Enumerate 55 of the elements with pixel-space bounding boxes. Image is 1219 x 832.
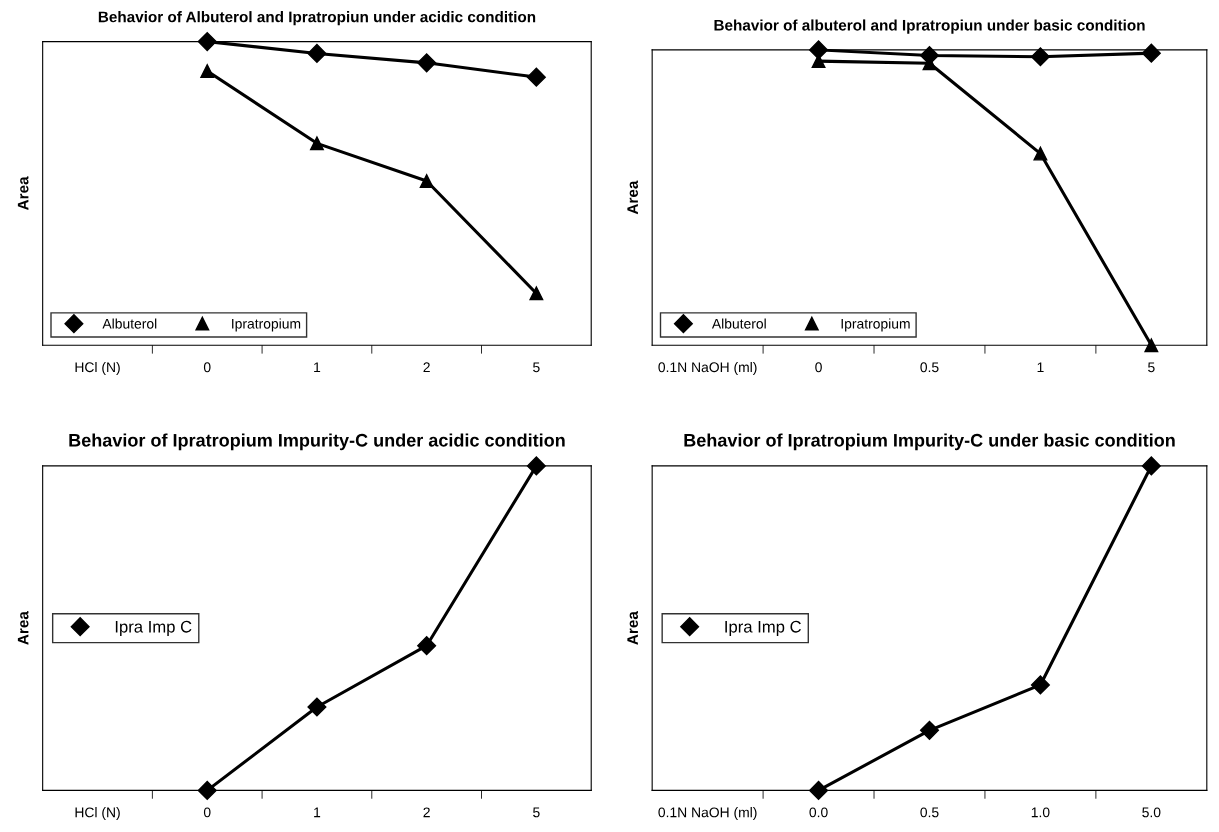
point [197, 32, 217, 52]
x-tick-label: 0 [203, 807, 211, 818]
x-tick-label: 1 [1037, 362, 1044, 373]
x-tick-label: 5 [533, 807, 540, 818]
x-tick-label: 1.0 [1031, 807, 1050, 818]
point [1033, 146, 1048, 161]
y-axis-title: Area [17, 176, 29, 211]
x-tick-label: 5 [533, 362, 540, 373]
point [1030, 47, 1050, 67]
x-tick-label: HCl (N) [75, 807, 120, 821]
chart-title: Behavior of Ipratropium Impurity-C under acidic condition [69, 433, 565, 451]
point [529, 286, 544, 301]
x-tick-label: HCl (N) [75, 361, 120, 375]
x-tick-label: 0 [815, 362, 822, 373]
x-tick-label: 5 [1148, 362, 1155, 373]
x-tick-label: 0.0 [809, 807, 828, 818]
y-axis-title: Area [17, 611, 29, 645]
x-tick-label: 0.5 [920, 807, 939, 818]
legend-label: Ipra Imp C [115, 620, 192, 636]
point [1030, 675, 1050, 695]
point [1141, 456, 1161, 476]
x-tick-label: 2 [423, 807, 430, 818]
chart-title: Behavior of albuterol and Ipratropiun under basic condition [714, 19, 1145, 34]
x-tick-label: 2 [423, 362, 430, 373]
chart-title: Behavior of Albuterol and Ipratropiun under acidic condition [98, 11, 536, 26]
legend-label: Ipratropium [232, 318, 301, 332]
x-tick-label: 0.5 [920, 362, 939, 373]
point [809, 780, 829, 800]
x-tick-label: 1 [314, 807, 321, 818]
y-axis-title: Area [627, 611, 639, 645]
x-tick-label: 0.1N NaOH (ml) [658, 807, 757, 821]
point [200, 64, 215, 79]
y-axis-title: Area [627, 180, 639, 215]
point [919, 720, 940, 740]
point [417, 636, 437, 656]
legend-label: Albuterol [102, 318, 157, 329]
legend-label: Ipratropium [841, 318, 910, 332]
point [809, 40, 829, 60]
point [307, 43, 327, 63]
point [1141, 43, 1161, 63]
point [197, 780, 217, 800]
chart-title: Behavior of Ipratropium Impurity-C under basic condition [684, 433, 1175, 451]
point [526, 67, 546, 87]
legend-label: Ipra Imp C [725, 620, 801, 636]
point [307, 697, 327, 717]
point [526, 456, 546, 476]
point [1144, 338, 1159, 353]
x-tick-label: 0.1N NaOH (ml) [658, 361, 757, 375]
legend-label: Albuterol [711, 318, 766, 329]
x-tick-label: 0 [203, 362, 211, 373]
point [309, 136, 324, 151]
x-tick-label: 1 [314, 362, 321, 373]
point [417, 53, 437, 73]
x-tick-label: 5.0 [1142, 807, 1161, 818]
point [419, 174, 434, 188]
